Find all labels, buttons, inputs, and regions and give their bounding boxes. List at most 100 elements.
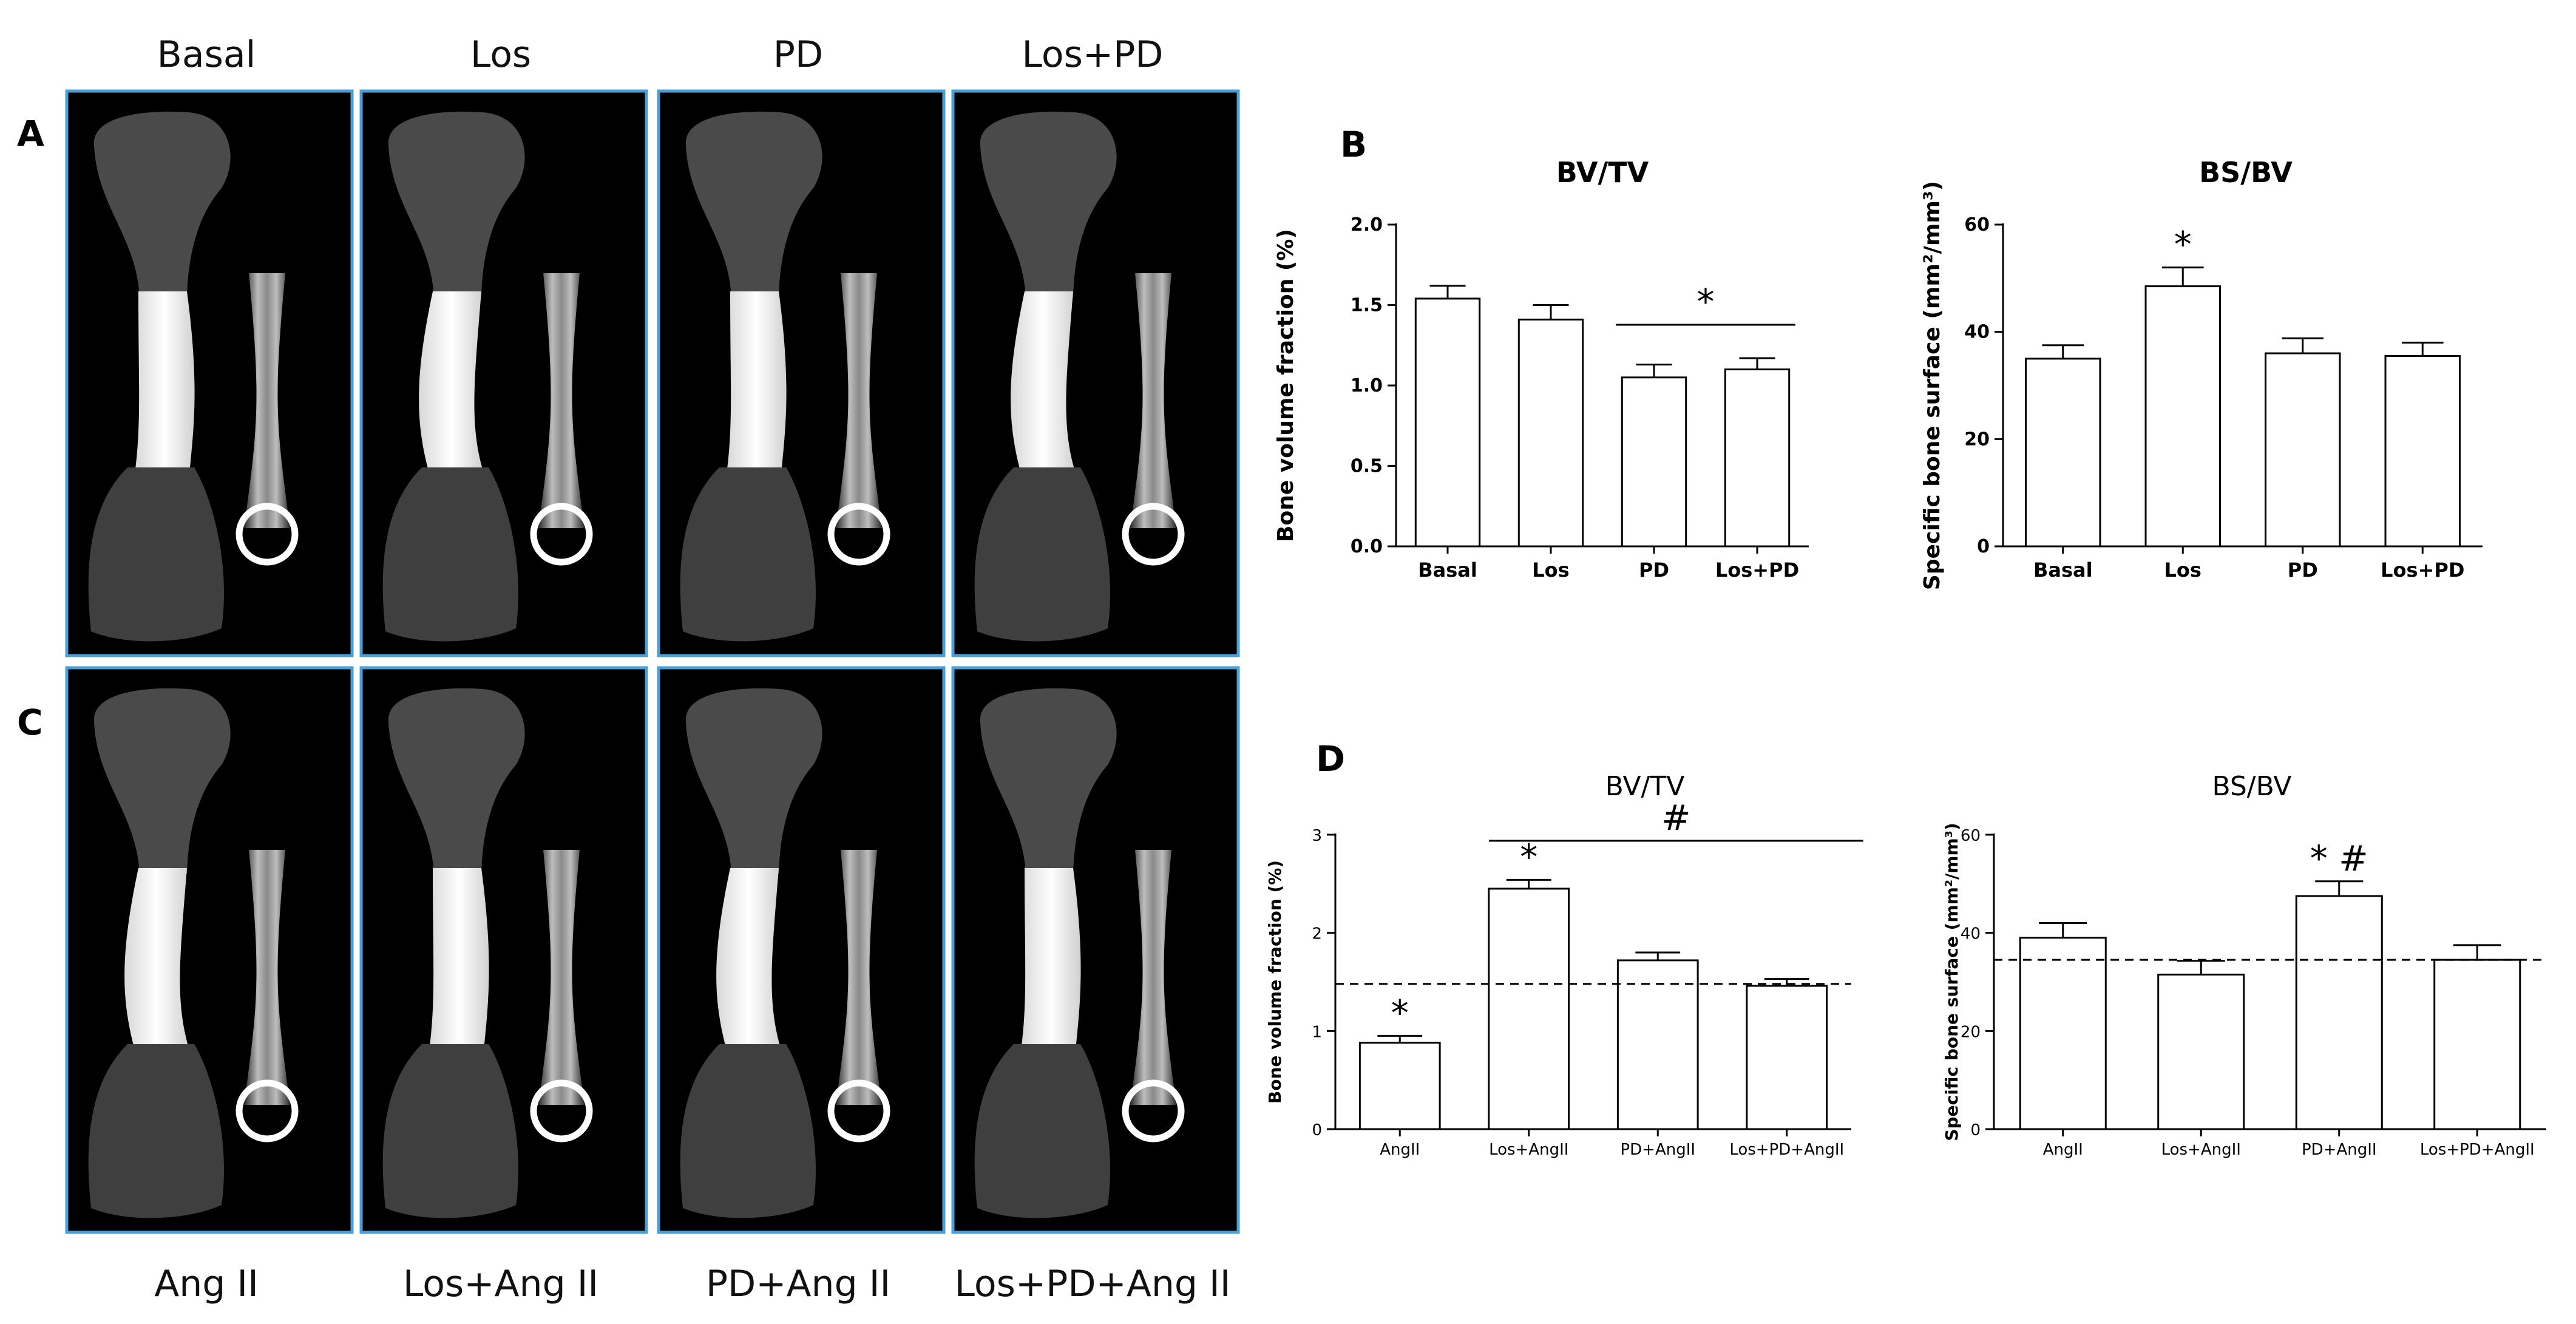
- y-tick-label: 0: [1977, 536, 1990, 557]
- y-axis-label: Bone volume fraction (%): [1273, 229, 1298, 542]
- significance-marker: * #: [2310, 838, 2368, 879]
- category-label: Basal: [2033, 558, 2093, 582]
- bone-proximal-end: [93, 111, 231, 297]
- y-tick-label: 2: [1312, 925, 1322, 943]
- y-axis-label: Specific bone surface (mm²/mm³): [1920, 181, 1945, 590]
- bone-proximal-end: [980, 111, 1117, 297]
- bone-cross-section-ring: [827, 1079, 890, 1142]
- bar: [1414, 297, 1481, 548]
- microct-panel: [359, 89, 648, 657]
- bar: [2433, 959, 2521, 1130]
- y-tick-label: 0: [1970, 1121, 1981, 1139]
- chart-title: BS/BV: [2212, 771, 2291, 802]
- bone-distal-end: [974, 1044, 1110, 1218]
- bar: [2025, 358, 2101, 548]
- bar: [1621, 376, 1687, 548]
- microct-image-grid: [65, 89, 1240, 1234]
- panel-letter-c: C: [17, 702, 43, 743]
- bar: [1358, 1042, 1441, 1130]
- bone-longitudinal-section: [244, 273, 290, 528]
- bone-distal-end: [680, 467, 816, 642]
- category-label: Los+AngII: [1489, 1141, 1568, 1159]
- y-tick-label: 2.0: [1351, 214, 1383, 236]
- bar: [1517, 318, 1584, 548]
- significance-marker: *: [1697, 281, 1715, 322]
- chart-1: BV/TV Bone volume fraction (%) 0.0 0.5 1.0 1.…: [1273, 156, 1809, 582]
- bone-longitudinal-section: [836, 273, 882, 528]
- category-label: AngII: [1380, 1141, 1420, 1159]
- chart-2: BS/BV Specific bone surface (mm²/mm³) 0 20 4…: [1920, 156, 2483, 590]
- microct-panel: [657, 89, 946, 657]
- y-axis-label: Bone volume fraction (%): [1265, 860, 1285, 1104]
- bar: [2295, 895, 2383, 1130]
- bone-proximal-end: [93, 688, 231, 874]
- y-tick-label: 1.0: [1351, 375, 1383, 396]
- significance-marker: #: [1661, 797, 1691, 838]
- bone-longitudinal-section: [1130, 273, 1176, 528]
- bone-proximal-end: [685, 111, 822, 297]
- category-label: Los+PD+AngII: [2420, 1141, 2535, 1159]
- bone-cross-section-ring: [236, 503, 299, 566]
- category-label: PD+AngII: [2302, 1141, 2377, 1159]
- bone-cross-section-ring: [530, 503, 593, 566]
- y-tick-label: 40: [1964, 322, 1990, 343]
- panel-letter-b: B: [1340, 124, 1367, 165]
- bone-distal-end: [680, 1044, 816, 1218]
- bone-longitudinal-section: [538, 273, 585, 528]
- bone-distal-end: [88, 1044, 224, 1218]
- bottom-label-ang-ii: Ang II: [154, 1263, 259, 1305]
- chart-title: BS/BV: [2199, 156, 2293, 189]
- chart-title: BV/TV: [1556, 156, 1649, 189]
- bar: [2144, 285, 2221, 548]
- top-label-los-pd: Los+PD: [1022, 33, 1164, 76]
- chart-title: BV/TV: [1605, 771, 1685, 802]
- top-label-los: Los: [470, 33, 531, 76]
- bar: [2384, 355, 2461, 548]
- top-label-pd: PD: [773, 33, 823, 76]
- bone-cross-section-ring: [236, 1079, 299, 1142]
- top-label-basal: Basal: [157, 33, 256, 76]
- bone-shaft: [429, 868, 489, 1050]
- y-tick-label: 60: [1964, 214, 1990, 236]
- microct-panel: [657, 666, 946, 1234]
- y-tick-label: 20: [1964, 429, 1990, 450]
- bone-shaft: [727, 291, 787, 474]
- bottom-label-pd-ang-ii: PD+Ang II: [706, 1263, 890, 1305]
- bone-shaft: [716, 868, 781, 1050]
- microct-panel: [65, 89, 354, 657]
- bar: [1616, 959, 1699, 1130]
- y-tick-label: 0: [1312, 1121, 1322, 1139]
- y-axis-label: Specific bone surface (mm²/mm³): [1942, 823, 1962, 1141]
- category-label: Los+PD: [1715, 558, 1799, 582]
- bar: [1724, 368, 1791, 548]
- significance-marker: *: [1391, 992, 1409, 1033]
- category-label: Basal: [1418, 558, 1477, 582]
- bar: [2019, 937, 2107, 1130]
- bone-shaft: [1011, 291, 1076, 474]
- y-tick-label: 1: [1312, 1023, 1322, 1041]
- bone-shaft: [135, 291, 195, 474]
- y-tick-label: 0.0: [1351, 536, 1383, 557]
- bone-proximal-end: [685, 688, 822, 874]
- category-label: Los+PD+AngII: [1729, 1141, 1844, 1159]
- chart-3: BV/TV Bone volume fraction (%) 0 1 2 3 AngII Lo…: [1265, 771, 1863, 1159]
- bone-proximal-end: [388, 111, 525, 297]
- y-tick-label: 40: [1961, 925, 1981, 943]
- category-label: Los+PD: [2381, 558, 2464, 582]
- bone-shaft: [1021, 868, 1081, 1050]
- bar: [1746, 985, 1828, 1130]
- bone-cross-section-ring: [1122, 503, 1185, 566]
- bone-distal-end: [88, 467, 224, 642]
- bone-longitudinal-section: [1130, 850, 1176, 1105]
- panel-letter-a: A: [17, 113, 44, 154]
- category-label: PD: [1639, 558, 1669, 582]
- bone-cross-section-ring: [530, 1079, 593, 1142]
- microct-panel: [359, 666, 648, 1234]
- bone-shaft: [419, 291, 484, 474]
- y-tick-label: 0.5: [1351, 456, 1383, 477]
- bone-distal-end: [974, 467, 1110, 642]
- bar: [2157, 973, 2245, 1130]
- bar: [1488, 888, 1570, 1130]
- y-tick-label: 20: [1961, 1023, 1981, 1041]
